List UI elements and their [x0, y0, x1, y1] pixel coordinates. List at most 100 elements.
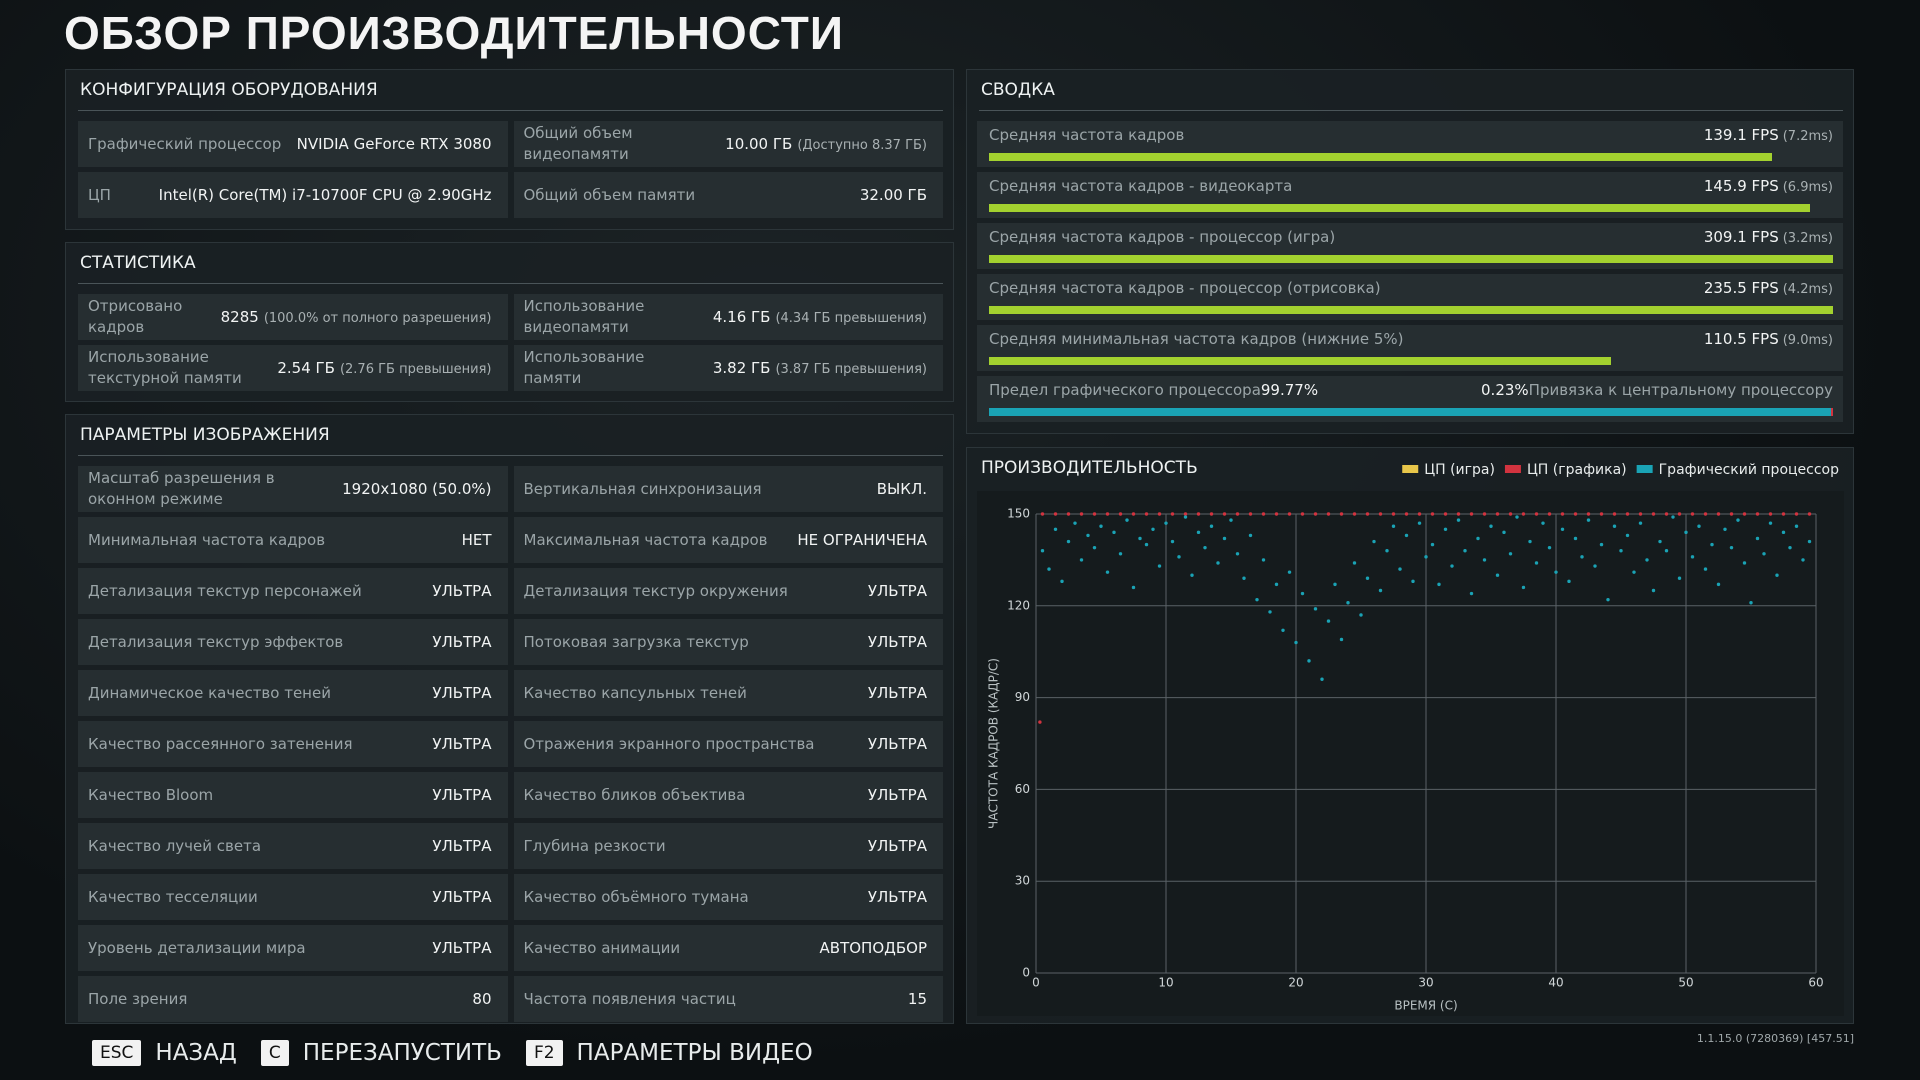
- setting-value: УЛЬТРА: [432, 582, 492, 600]
- setting-value-box: УЛЬТРА: [432, 888, 491, 906]
- data-point: [1222, 536, 1227, 541]
- setting-row: Отрисовано кадров 8285 (100.0% от полного …: [78, 294, 508, 340]
- setting-value: 2.54 ГБ: [277, 359, 335, 377]
- performance-chart: Графический процессор ЦП (графика) ЦП (игр…: [977, 462, 1844, 1016]
- setting-value-box: УЛЬТРА: [432, 837, 491, 855]
- data-point: [1645, 558, 1649, 562]
- setting-value: УЛЬТРА: [432, 786, 492, 804]
- setting-value-box: 1920x1080 (50.0%): [342, 480, 491, 498]
- setting-label: Использование текстурной памяти: [88, 348, 242, 387]
- data-point: [1216, 561, 1220, 565]
- footer-button[interactable]: C ПЕРЕЗАПУСТИТЬ: [260, 1040, 502, 1066]
- data-point: [1619, 549, 1623, 553]
- data-point: [1333, 582, 1337, 587]
- key-hint: F2: [525, 1040, 563, 1066]
- data-point: [1664, 512, 1669, 516]
- data-point: [1807, 539, 1812, 544]
- data-point: [1118, 512, 1123, 516]
- data-point: [1177, 555, 1181, 559]
- data-point: [1066, 539, 1071, 544]
- button-label: ПАРАМЕТРЫ ВИДЕО: [576, 1040, 813, 1066]
- data-point: [1144, 542, 1149, 547]
- data-point: [1151, 527, 1155, 531]
- data-point: [1391, 524, 1396, 528]
- setting-label: Поле зрения: [88, 989, 188, 1008]
- x-tick-label: 30: [1418, 976, 1433, 990]
- summary-row: Средняя частота кадров - процессор (игра…: [977, 223, 1843, 269]
- data-point: [1313, 512, 1318, 516]
- data-point: [1125, 518, 1129, 522]
- data-point: [1261, 558, 1266, 562]
- setting-note: (3.87 ГБ превышения): [775, 362, 927, 377]
- data-point: [1430, 512, 1435, 516]
- summary-value-box: 139.1 FPS (7.2ms): [1704, 126, 1833, 144]
- setting-label: Качество бликов объектива: [523, 785, 746, 804]
- data-point: [1092, 512, 1097, 516]
- setting-value: УЛЬТРА: [867, 786, 927, 804]
- setting-row: Отражения экранного пространства УЛЬТРА: [513, 721, 943, 767]
- setting-row: Детализация текстур персонажей УЛЬТРА: [78, 568, 508, 614]
- setting-row: Использование видеопамяти 4.16 ГБ (4.34 ГБ…: [513, 294, 943, 340]
- x-tick-label: 50: [1678, 976, 1693, 990]
- bar-track: [989, 153, 1833, 161]
- data-point: [1326, 619, 1331, 623]
- setting-value-box: УЛЬТРА: [868, 837, 927, 855]
- setting-value-box: 32.00 ГБ: [860, 186, 927, 204]
- footer-button[interactable]: ESC НАЗАД: [92, 1040, 237, 1066]
- x-tick-label: 10: [1158, 976, 1173, 990]
- data-point: [1677, 576, 1682, 580]
- limit-track: [989, 408, 1833, 416]
- data-point: [1196, 530, 1201, 535]
- data-point: [1164, 521, 1168, 525]
- setting-value: УЛЬТРА: [432, 735, 492, 753]
- footer-button[interactable]: F2 ПАРАМЕТРЫ ВИДЕО: [525, 1040, 813, 1066]
- footer: ESC НАЗАД C ПЕРЕЗАПУСТИТЬ F2 ПАРАМЕТРЫ ВИДЕО: [92, 1040, 819, 1066]
- data-point: [1515, 515, 1519, 519]
- legend-swatch: [1402, 465, 1419, 473]
- setting-value: УЛЬТРА: [432, 888, 492, 906]
- data-point: [1794, 524, 1799, 528]
- y-tick-label: 60: [1015, 782, 1030, 796]
- summary-frame-time: (3.2ms): [1782, 231, 1833, 246]
- data-point: [1651, 588, 1656, 593]
- panel-divider: [979, 110, 1843, 111]
- data-point: [1521, 585, 1526, 590]
- summary-frame-time: (9.0ms): [1782, 333, 1833, 348]
- summary-value-box: 145.9 FPS (6.9ms): [1704, 177, 1833, 195]
- data-point: [1053, 512, 1058, 516]
- data-point: [1170, 512, 1175, 516]
- bar-track: [989, 357, 1833, 365]
- data-point: [1118, 552, 1123, 556]
- legend-label: ЦП (графика): [1527, 462, 1627, 478]
- setting-row: Максимальная частота кадров НЕ ОГРАНИЧЕНА: [513, 517, 943, 563]
- setting-row: Динамическое качество теней УЛЬТРА: [78, 670, 508, 716]
- summary-value-box: 110.5 FPS (9.0ms): [1704, 330, 1833, 348]
- setting-value: 8285: [220, 308, 259, 326]
- button-label: ПЕРЕЗАПУСТИТЬ: [302, 1040, 502, 1066]
- settings-grid: Отрисовано кадров 8285 (100.0% от полного …: [78, 294, 943, 391]
- data-point: [1638, 521, 1643, 525]
- data-point: [1079, 512, 1084, 516]
- data-point: [1229, 518, 1233, 522]
- cpu-bound-box: 0.23%Привязка к центральному процессору: [1481, 381, 1833, 399]
- data-point: [1346, 601, 1350, 605]
- setting-value: 4.16 ГБ: [712, 308, 771, 326]
- data-point: [1053, 527, 1058, 531]
- data-point: [1424, 555, 1428, 559]
- legend-label: Графический процессор: [1659, 462, 1839, 478]
- setting-row: Минимальная частота кадров НЕТ: [78, 517, 508, 563]
- data-point: [1404, 533, 1409, 538]
- data-point: [1040, 549, 1045, 553]
- data-point: [1326, 512, 1331, 516]
- data-point: [1612, 512, 1617, 516]
- summary-frame-time: (6.9ms): [1782, 180, 1833, 195]
- legend-swatch: [1504, 465, 1521, 473]
- data-point: [1671, 515, 1675, 519]
- setting-label: Частота появления частиц: [523, 989, 736, 1008]
- y-tick-label: 150: [1007, 507, 1030, 521]
- setting-row: Качество объёмного тумана УЛЬТРА: [513, 874, 943, 920]
- data-point: [1268, 610, 1272, 614]
- setting-note: (Доступно 8.37 ГБ): [797, 138, 927, 153]
- data-point: [1209, 512, 1214, 516]
- data-point: [1586, 518, 1591, 522]
